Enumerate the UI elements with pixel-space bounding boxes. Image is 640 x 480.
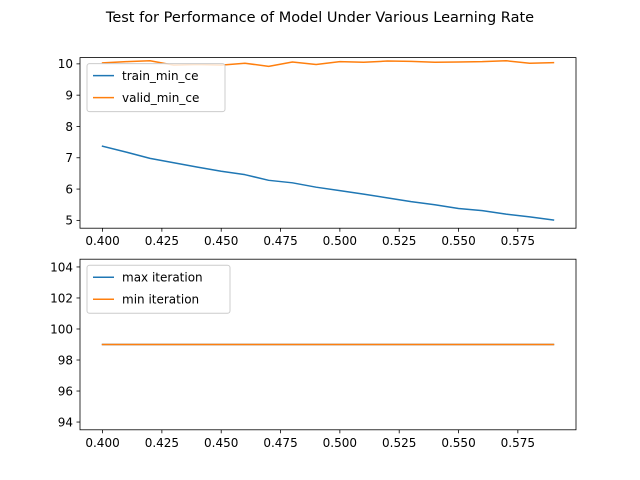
x-tick-label: 0.550 bbox=[441, 234, 475, 248]
y-tick-label: 104 bbox=[50, 260, 73, 274]
y-tick-label: 9 bbox=[65, 88, 73, 102]
x-tick-label: 0.525 bbox=[382, 436, 416, 450]
y-tick-label: 10 bbox=[58, 57, 73, 71]
x-tick-label: 0.400 bbox=[85, 234, 119, 248]
y-tick-label: 5 bbox=[65, 214, 73, 228]
legend-label: max iteration bbox=[122, 271, 203, 285]
axes-frame bbox=[79, 57, 577, 229]
x-tick-label: 0.450 bbox=[204, 234, 238, 248]
x-tick-label: 0.500 bbox=[323, 436, 357, 450]
legend-box bbox=[86, 63, 226, 113]
x-tick-label: 0.475 bbox=[263, 234, 297, 248]
legend-label: valid_min_ce bbox=[122, 91, 199, 105]
y-tick-label: 7 bbox=[65, 151, 73, 165]
legend-label: train_min_ce bbox=[122, 69, 199, 83]
legend: train_min_ce valid_min_ce bbox=[86, 63, 226, 113]
x-tick-label: 0.425 bbox=[145, 234, 179, 248]
legend-box bbox=[86, 264, 231, 314]
y-tick-label: 6 bbox=[65, 182, 73, 196]
x-tick-label: 0.475 bbox=[263, 436, 297, 450]
subplot-iteration: 0.400 0.425 0.450 0.475 0.500 0.525 0.550 0.575… bbox=[50, 258, 577, 450]
y-tick-label: 96 bbox=[58, 384, 73, 398]
subplot-cross-entropy: 0.400 0.425 0.450 0.475 0.500 0.525 0.550 0.575… bbox=[58, 57, 577, 248]
x-tick-label: 0.400 bbox=[85, 436, 119, 450]
axes-frame bbox=[79, 258, 577, 431]
figure-title: Test for Performance of Model Under Vari… bbox=[105, 10, 534, 26]
x-tick-label: 0.500 bbox=[323, 234, 357, 248]
y-tick-label: 94 bbox=[58, 415, 73, 429]
legend: max iteration min iteration bbox=[86, 264, 231, 314]
legend-label: min iteration bbox=[122, 293, 199, 307]
y-tick-label: 102 bbox=[50, 291, 73, 305]
x-tick-label: 0.425 bbox=[145, 436, 179, 450]
x-tick-label: 0.525 bbox=[382, 234, 416, 248]
x-tick-label: 0.450 bbox=[204, 436, 238, 450]
x-tick-label: 0.575 bbox=[501, 436, 535, 450]
x-tick-label: 0.575 bbox=[501, 234, 535, 248]
series-line-train-min-ce bbox=[101, 145, 555, 221]
y-tick-label: 98 bbox=[58, 353, 73, 367]
x-tick-label: 0.550 bbox=[441, 436, 475, 450]
y-tick-label: 100 bbox=[50, 322, 73, 336]
y-tick-label: 8 bbox=[65, 120, 73, 134]
